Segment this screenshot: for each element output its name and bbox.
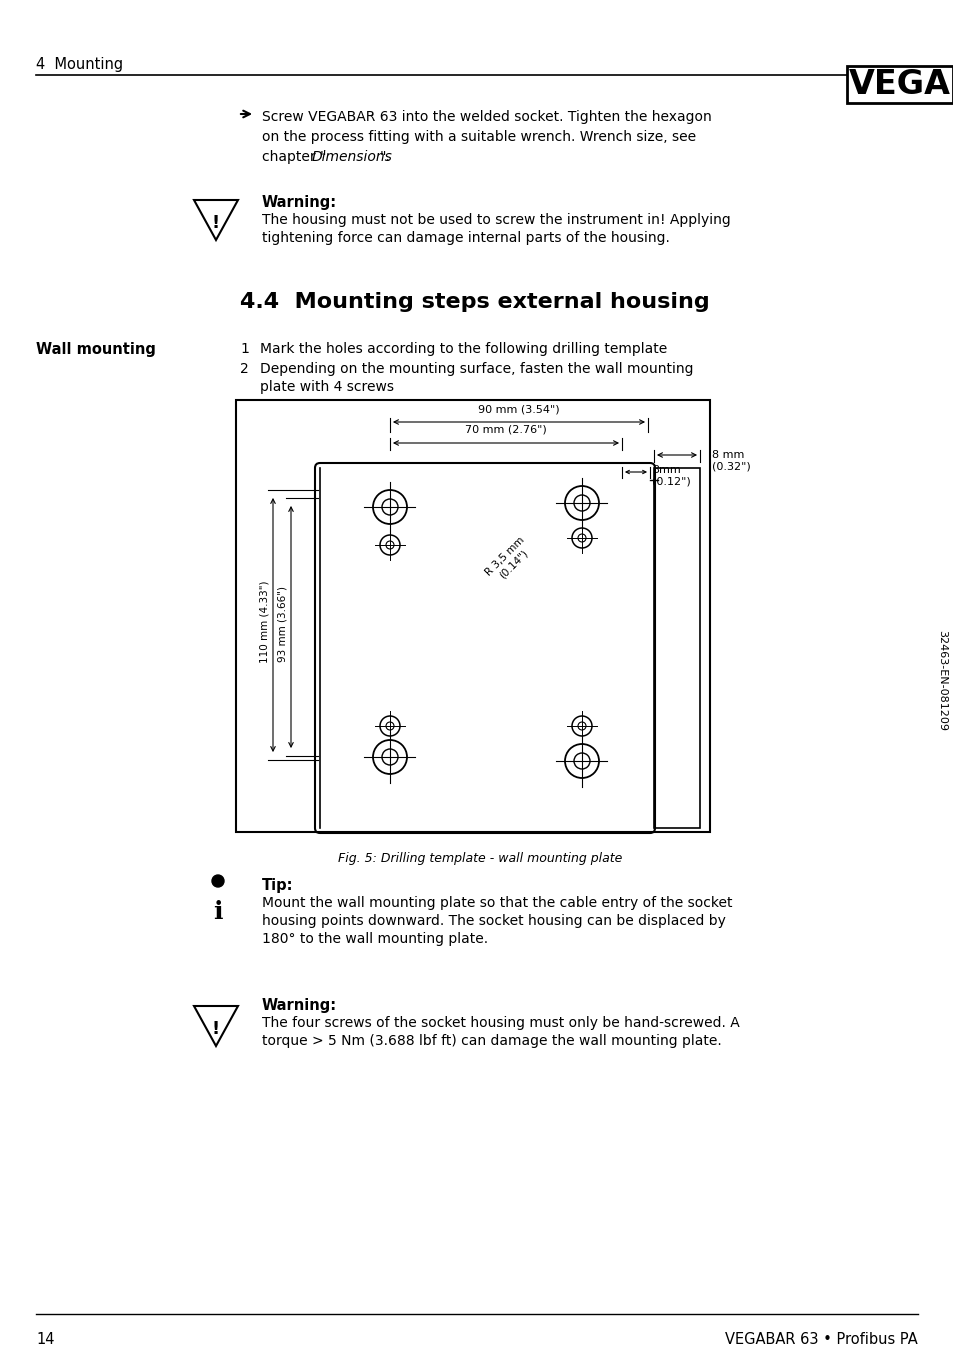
Circle shape	[212, 875, 224, 887]
Text: 4  Mounting: 4 Mounting	[36, 57, 123, 72]
Text: Dimensions: Dimensions	[312, 150, 393, 164]
Text: Mark the holes according to the following drilling template: Mark the holes according to the followin…	[260, 343, 666, 356]
Text: !: !	[212, 1020, 220, 1039]
Text: on the process fitting with a suitable wrench. Wrench size, see: on the process fitting with a suitable w…	[262, 130, 696, 144]
Text: 2: 2	[240, 362, 249, 376]
Text: Wall mounting: Wall mounting	[36, 343, 155, 357]
Text: 4.4  Mounting steps external housing: 4.4 Mounting steps external housing	[240, 292, 709, 311]
Text: 93 mm (3.66"): 93 mm (3.66")	[277, 586, 288, 662]
Text: Screw VEGABAR 63 into the welded socket. Tighten the hexagon: Screw VEGABAR 63 into the welded socket.…	[262, 110, 711, 125]
Text: 180° to the wall mounting plate.: 180° to the wall mounting plate.	[262, 932, 488, 946]
Text: VEGABAR 63 • Profibus PA: VEGABAR 63 • Profibus PA	[724, 1332, 917, 1347]
Text: The housing must not be used to screw the instrument in! Applying: The housing must not be used to screw th…	[262, 213, 730, 227]
Text: Fig. 5: Drilling template - wall mounting plate: Fig. 5: Drilling template - wall mountin…	[337, 852, 621, 865]
Text: 3mm
(0.12"): 3mm (0.12")	[651, 464, 690, 486]
Bar	[654, 468, 700, 829]
Text: Depending on the mounting surface, fasten the wall mounting: Depending on the mounting surface, faste…	[260, 362, 693, 376]
Text: housing points downward. The socket housing can be displaced by: housing points downward. The socket hous…	[262, 914, 725, 927]
Bar	[235, 399, 709, 831]
Text: Warning:: Warning:	[262, 195, 336, 210]
Text: Warning:: Warning:	[262, 998, 336, 1013]
Text: tightening force can damage internal parts of the housing.: tightening force can damage internal par…	[262, 232, 669, 245]
Text: Tip:: Tip:	[262, 877, 294, 894]
Text: i: i	[213, 900, 222, 923]
Text: 70 mm (2.76"): 70 mm (2.76")	[465, 425, 546, 435]
Text: 8 mm
(0.32"): 8 mm (0.32")	[711, 450, 750, 471]
Text: 14: 14	[36, 1332, 54, 1347]
Text: The four screws of the socket housing must only be hand-screwed. A: The four screws of the socket housing mu…	[262, 1016, 739, 1030]
Text: 110 mm (4.33"): 110 mm (4.33")	[260, 581, 270, 663]
Text: !: !	[212, 214, 220, 232]
Text: 1: 1	[240, 343, 249, 356]
Text: chapter ": chapter "	[262, 150, 326, 164]
Text: plate with 4 screws: plate with 4 screws	[260, 380, 394, 394]
Text: ".: ".	[379, 150, 391, 164]
Text: 32463-EN-081209: 32463-EN-081209	[936, 630, 946, 731]
Text: torque > 5 Nm (3.688 lbf ft) can damage the wall mounting plate.: torque > 5 Nm (3.688 lbf ft) can damage …	[262, 1034, 721, 1048]
Text: 90 mm (3.54"): 90 mm (3.54")	[477, 403, 559, 414]
Text: VEGA: VEGA	[848, 68, 950, 102]
Text: R 3,5 mm
(0.14"): R 3,5 mm (0.14")	[483, 535, 535, 586]
Text: Mount the wall mounting plate so that the cable entry of the socket: Mount the wall mounting plate so that th…	[262, 896, 732, 910]
